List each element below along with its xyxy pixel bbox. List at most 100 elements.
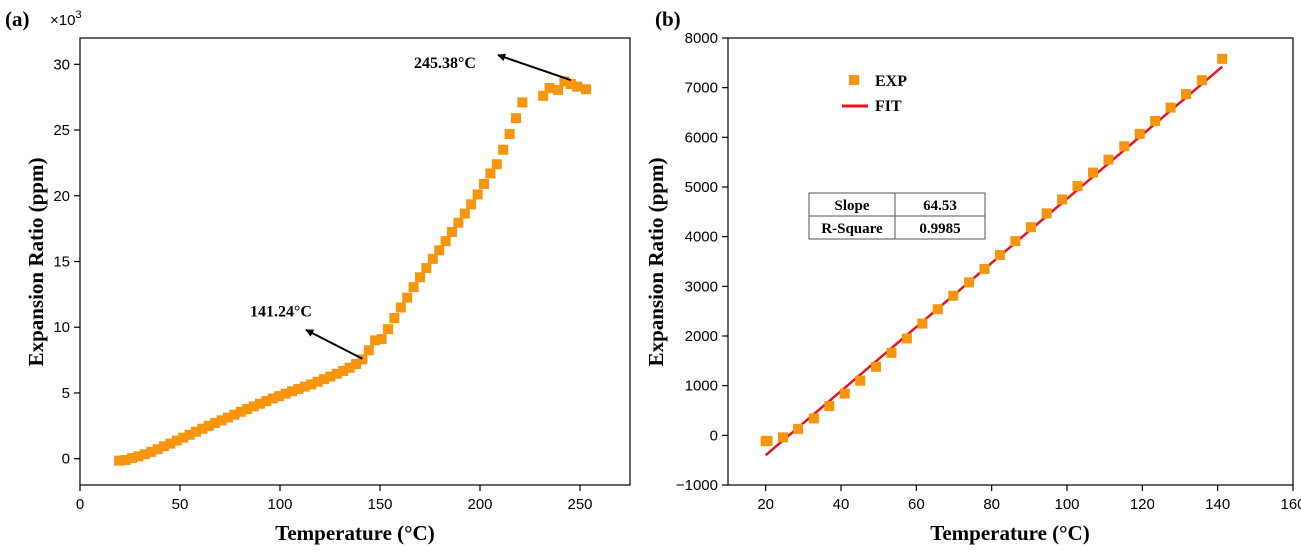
a-data-point	[538, 90, 549, 101]
panel-b-x-axis-title: Temperature (°C)	[930, 521, 1089, 545]
a-data-point	[242, 404, 253, 415]
a-data-point	[146, 446, 157, 457]
a-data-point	[389, 313, 400, 324]
b-data-point	[886, 347, 897, 358]
legend-exp-marker	[849, 75, 859, 85]
panel-b-plot-frame	[727, 37, 1294, 486]
b-data-point	[948, 290, 959, 301]
a-x-tick-label: 0	[76, 496, 84, 513]
a-data-point	[434, 245, 445, 256]
a-data-point	[152, 444, 163, 455]
a-x-tick-label: 150	[367, 496, 392, 513]
panel-a-plot-frame	[79, 37, 631, 486]
a-data-point	[427, 253, 438, 264]
panel-a-y-ticks: 0 5 10 15 20 25 30	[53, 56, 80, 468]
a-data-point	[184, 429, 195, 440]
panel-a-label: (a)	[5, 7, 30, 31]
a-annotation-arrow	[305, 328, 363, 360]
panel-b-label: (b)	[655, 7, 681, 31]
b-data-point	[1181, 89, 1192, 100]
a-data-point	[331, 368, 342, 379]
a-data-point	[447, 226, 457, 237]
a-data-point	[363, 345, 374, 356]
a-data-point	[344, 362, 355, 373]
panel-b-y-ticks: −1000 0 1000 2000 3000 4000 5000 6000 7000 8000	[676, 30, 728, 494]
a-data-point	[517, 97, 528, 108]
b-data-point	[855, 375, 866, 386]
a-data-point	[459, 208, 470, 219]
a-data-point	[559, 76, 570, 87]
b-x-tick-label: 160	[1280, 496, 1301, 513]
a-data-point	[306, 379, 317, 390]
a-data-point	[191, 426, 201, 437]
a-data-point	[453, 217, 464, 228]
a-data-point	[491, 159, 502, 170]
a-data-point	[210, 417, 221, 428]
a-data-point	[553, 84, 563, 95]
a-data-point	[159, 441, 169, 452]
a-annotation-arrow	[497, 53, 572, 82]
b-x-tick-label: 20	[757, 496, 774, 513]
b-y-tick-label: 4000	[685, 229, 718, 246]
b-x-tick-label: 100	[1054, 496, 1079, 513]
a-y-tick-label: 0	[62, 451, 70, 468]
a-data-point	[120, 455, 131, 466]
a-x-tick-label: 100	[267, 496, 292, 513]
panel-a-annotations: 141.24°C 245.38°C	[250, 53, 572, 360]
a-data-point	[402, 292, 413, 303]
a-data-point	[197, 423, 208, 434]
a-data-point	[203, 420, 214, 431]
a-data-point	[171, 435, 182, 446]
a-data-point	[299, 381, 310, 392]
a-data-point	[472, 189, 483, 200]
a-data-point	[511, 113, 521, 124]
b-data-point	[1134, 128, 1145, 139]
a-data-point	[133, 451, 144, 462]
panel-a-y-multiplier: ×103	[50, 9, 82, 29]
b-data-point	[871, 361, 882, 372]
a-y-tick-label: 25	[53, 122, 70, 139]
a-x-tick-label: 50	[172, 496, 189, 513]
a-data-point	[338, 366, 349, 377]
stats-slope-label: Slope	[834, 198, 869, 214]
panel-b-y-axis-title: Expansion Ratio (ppm)	[644, 158, 668, 367]
panel-b: (b) 20 40 60 80 100 120 140 160 −1000 0 1000 2000 3…	[644, 7, 1301, 545]
b-x-tick-label: 60	[908, 496, 925, 513]
panel-a-x-axis-title: Temperature (°C)	[275, 521, 434, 545]
b-y-tick-label: 5000	[685, 179, 718, 196]
b-data-point	[964, 277, 975, 288]
b-data-point	[901, 333, 912, 344]
b-data-point	[994, 250, 1005, 261]
panel-a-x-ticks: 0 50 100 150 200 250	[76, 485, 593, 513]
stats-slope-value: 64.53	[923, 198, 957, 214]
b-data-point	[932, 304, 943, 315]
b-y-tick-label: 2000	[685, 328, 718, 345]
a-data-point	[581, 84, 591, 95]
b-data-point	[1010, 236, 1021, 247]
a-data-point	[351, 359, 361, 370]
b-data-point	[777, 432, 788, 443]
b-data-point	[1057, 194, 1068, 205]
a-data-point	[383, 324, 393, 335]
legend-fit-label: FIT	[875, 98, 902, 115]
b-data-point	[1103, 154, 1114, 165]
a-data-point	[370, 335, 381, 346]
a-y-tick-label: 5	[62, 385, 70, 402]
b-data-point	[1041, 208, 1052, 219]
b-data-point	[762, 435, 773, 446]
b-data-point	[1165, 102, 1176, 113]
a-data-point	[261, 396, 272, 407]
a-x-tick-label: 250	[567, 496, 592, 513]
a-data-point	[572, 81, 583, 92]
stats-rsquare-value: 0.9985	[919, 221, 960, 237]
a-data-point	[127, 453, 137, 464]
a-data-point	[325, 371, 336, 382]
panel-b-legend: EXP FIT	[842, 73, 907, 115]
a-data-point	[235, 406, 246, 417]
b-x-tick-label: 40	[833, 496, 850, 513]
a-data-point	[485, 168, 496, 179]
a-data-point	[165, 438, 176, 449]
b-data-point	[1087, 167, 1098, 178]
b-y-tick-label: 6000	[685, 129, 718, 146]
a-data-point	[376, 334, 387, 345]
